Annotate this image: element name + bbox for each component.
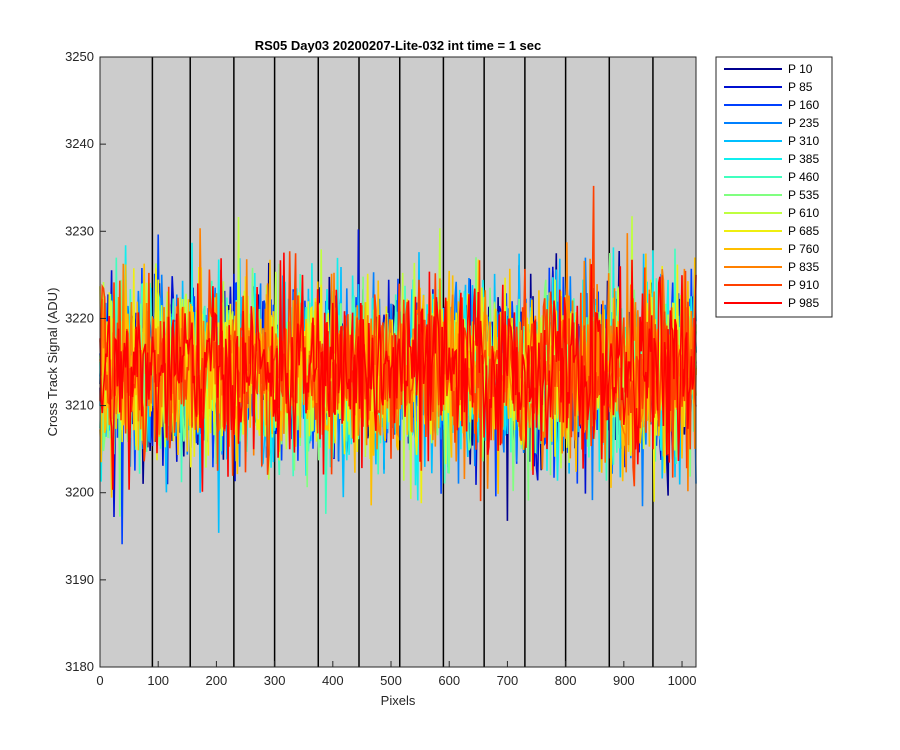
y-tick-label-3210: 3210 — [65, 398, 94, 413]
y-tick-label-3250: 3250 — [65, 49, 94, 64]
legend-label-p610: P 610 — [788, 206, 819, 220]
y-tick-label-3220: 3220 — [65, 310, 94, 325]
legend-label-p835: P 835 — [788, 260, 819, 274]
legend-label-p460: P 460 — [788, 170, 819, 184]
x-tick-label-800: 800 — [555, 673, 577, 688]
series-line-p835 — [99, 228, 697, 492]
y-axis: 3180 3190 3200 3210 3220 3230 3240 3250 — [65, 49, 106, 674]
legend-label-p160: P 160 — [788, 98, 819, 112]
legend-label-p10: P 10 — [788, 62, 813, 76]
x-axis-label: Pixels — [381, 693, 416, 708]
x-axis: 0 100 200 300 400 500 600 700 800 900 1000 — [96, 661, 696, 688]
legend-label-p235: P 235 — [788, 116, 819, 130]
legend-label-p535: P 535 — [788, 188, 819, 202]
chart-title: RS05 Day03 20200207-Lite-032 int time = … — [255, 38, 542, 53]
legend-label-p760: P 760 — [788, 242, 819, 256]
x-tick-label-100: 100 — [147, 673, 169, 688]
x-tick-label-900: 900 — [613, 673, 635, 688]
x-tick-label-0: 0 — [96, 673, 103, 688]
legend-label-p310: P 310 — [788, 134, 819, 148]
legend-label-p85: P 85 — [788, 80, 813, 94]
x-tick-label-200: 200 — [206, 673, 228, 688]
legend-label-p385: P 385 — [788, 152, 819, 166]
y-tick-label-3200: 3200 — [65, 485, 94, 500]
x-tick-label-400: 400 — [322, 673, 344, 688]
legend: P 10 P 85 P 160 P 235 P 310 P 385 P 460 P 535 P … — [715, 56, 833, 318]
x-tick-label-600: 600 — [438, 673, 460, 688]
legend-box — [715, 56, 833, 318]
legend-label-p685: P 685 — [788, 224, 819, 238]
y-tick-label-3190: 3190 — [65, 572, 94, 587]
x-tick-label-700: 700 — [497, 673, 519, 688]
legend-label-p985: P 985 — [788, 296, 819, 310]
x-tick-label-300: 300 — [264, 673, 286, 688]
legend-label-p910: P 910 — [788, 278, 819, 292]
plot-frame — [99, 56, 697, 668]
y-tick-label-3230: 3230 — [65, 223, 94, 238]
x-tick-label-1000: 1000 — [668, 673, 697, 688]
y-axis-label: Cross Track Signal (ADU) — [45, 288, 60, 437]
series-layer — [99, 185, 697, 545]
y-tick-label-3240: 3240 — [65, 136, 94, 151]
x-tick-label-500: 500 — [380, 673, 402, 688]
series-line-p985 — [99, 252, 697, 492]
y-tick-label-3180: 3180 — [65, 659, 94, 674]
